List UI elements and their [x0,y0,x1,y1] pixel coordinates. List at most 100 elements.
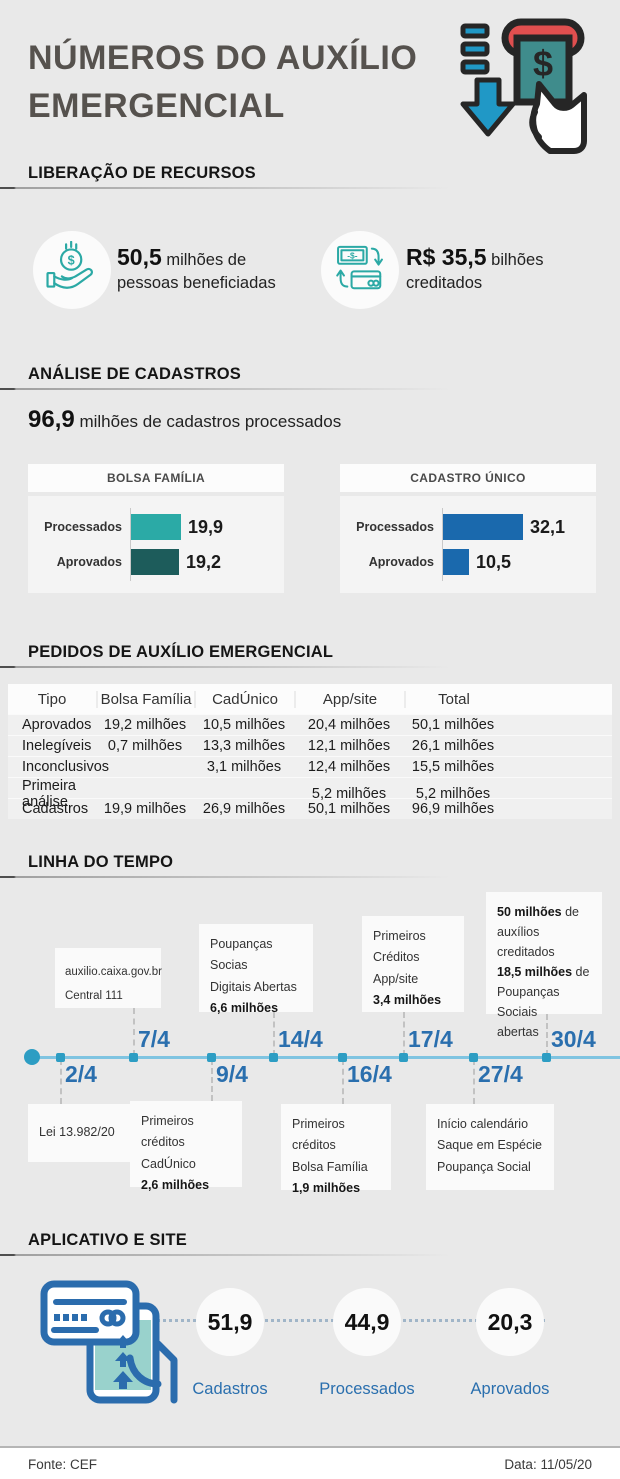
chart-cadastro-unico: CADASTRO ÚNICO Processados Aprovados 32,… [340,464,596,593]
table-cell: 12,1 milhões [307,738,391,754]
table-cell: 13,3 milhões [202,738,286,754]
pedidos-table: Tipo Bolsa Família CadÚnico App/site Tot… [8,684,612,819]
page-title-line2: EMERGENCIAL [28,87,285,125]
timeline-date: 16/4 [347,1061,392,1087]
bar-aprovados [131,549,179,575]
timeline-card-9-4: Primeiros créditos CadÚnico 2,6 milhões [130,1101,242,1192]
app-stat-value: 20,3 [487,1308,533,1335]
table-cell: Cadastros [22,801,89,817]
svg-text:-$-: -$- [347,250,357,260]
stat-unit: bilhões [491,251,544,269]
chart-category-label: Aprovados [56,555,122,569]
chart-plot-area: Processados Aprovados 19,9 19,2 [28,496,284,593]
table-cell: Inconclusivos [22,759,110,775]
table-row: Primeira análise 5,2 milhões 5,2 milhões [8,777,612,810]
timeline-card-2-4: Lei 13.982/20 [28,1104,146,1162]
table-row: Aprovados 19,2 milhões 10,5 milhões 20,4… [8,714,612,735]
table-cell: 20,4 milhões [307,717,391,733]
timeline-date: 9/4 [216,1061,248,1087]
table-cell: 0,7 milhões [107,738,183,754]
stat-value: 50,5 [117,244,162,270]
timeline-card-14-4: Poupanças Socias Digitais Abertas 6,6 mi… [199,924,313,1015]
stat-caption: pessoas beneficiadas [117,274,276,292]
table-cell: 15,5 milhões [411,759,495,775]
chart-category-label: Aprovados [368,555,434,569]
cadastros-total-text: milhões de cadastros processados [79,412,342,431]
table-cell: 5,2 milhões [415,786,491,802]
timeline-connector [473,1059,475,1104]
timeline-dot [269,1053,278,1062]
table-cell: 26,1 milhões [411,738,495,754]
section-divider [0,1254,450,1256]
table-header-cell: Total [404,690,612,708]
timeline-date: 17/4 [408,1026,453,1052]
chart-category-label: Processados [44,520,122,534]
table-header-row: Tipo Bolsa Família CadÚnico App/site Tot… [8,684,612,714]
timeline-dot [338,1053,347,1062]
stat-unit: milhões de [166,251,247,269]
table-cell: 12,4 milhões [307,759,391,775]
timeline-connector [546,1014,548,1056]
cadastros-total: 96,9 milhões de cadastros processados [28,406,341,434]
stat-caption: creditados [406,274,483,292]
table-cell: 96,9 milhões [411,801,495,817]
chart-title: BOLSA FAMÍLIA [28,464,284,492]
table-header-cell: CadÚnico [194,690,294,708]
timeline-date: 2/4 [65,1061,97,1087]
table-cell: 50,1 milhões [307,801,391,817]
app-stat-cadastros: 51,9 [196,1288,264,1356]
bar-value-label: 10,5 [476,551,512,572]
bar-processados [131,514,181,540]
footer-date: Data: 11/05/20 [504,1457,592,1472]
app-stat-aprovados: 20,3 [476,1288,544,1356]
table-cell: 5,2 milhões [311,786,387,802]
timeline-date: 30/4 [551,1026,596,1052]
table-cell: 19,9 milhões [103,801,187,817]
bar-value-label: 19,9 [188,516,224,537]
table-cell: 10,5 milhões [202,717,286,733]
chart-category-label: Processados [356,520,434,534]
hand-coin-icon: $ [45,240,99,300]
timeline-connector [403,1012,405,1056]
section-heading-recursos: LIBERAÇÃO DE RECURSOS [28,164,256,182]
bar-aprovados [443,549,469,575]
table-cell: 3,1 milhões [206,759,282,775]
timeline-date: 14/4 [278,1026,323,1052]
section-divider [0,666,450,668]
section-heading-analise: ANÁLISE DE CADASTROS [28,365,242,383]
bar-processados [443,514,523,540]
timeline-card-7-4: auxilio.caixa.gov.br Central 111 [55,948,162,1008]
timeline-connector [211,1059,213,1101]
stat-circle-creditados: -$- [321,231,399,309]
section-heading-pedidos: PEDIDOS DE AUXÍLIO EMERGENCIAL [28,643,334,661]
table-row: Cadastros 19,9 milhões 26,9 milhões 50,1… [8,798,612,819]
timeline-card-16-4: Primeiros créditos Bolsa Família 1,9 mil… [281,1104,391,1195]
timeline-start-dot [24,1049,40,1065]
timeline-connector [133,1008,135,1056]
table-cell: 19,2 milhões [103,717,187,733]
chart-plot-area: Processados Aprovados 32,1 10,5 [340,496,596,593]
app-stat-label: Processados [319,1380,415,1398]
section-heading-app: APLICATIVO E SITE [28,1231,187,1249]
timeline-connector [60,1059,62,1104]
timeline-card-30-4: 50 milhões de auxílios creditados 18,5 m… [486,892,602,1039]
timeline-card-27-4: Início calendário Saque em Espécie Poupa… [426,1104,554,1190]
timeline-date: 27/4 [478,1061,523,1087]
timeline-dot [469,1053,478,1062]
page-title-line1: NÚMEROS DO AUXÍLIO [28,39,418,77]
bar-value-label: 32,1 [530,516,566,537]
svg-text:$: $ [533,43,553,84]
section-divider [0,388,450,390]
app-stat-label: Aprovados [470,1380,550,1398]
cadastros-total-value: 96,9 [28,406,75,433]
table-row: Inelegíveis 0,7 milhões 13,3 milhões 12,… [8,735,612,756]
timeline-dot [56,1053,65,1062]
timeline-dot [129,1053,138,1062]
footer: Fonte: CEF Data: 11/05/20 [0,1446,620,1479]
timeline-connector [273,1012,275,1056]
table-cell: 50,1 milhões [411,717,495,733]
timeline-card-17-4: Primeiros Créditos App/site 3,4 milhões [362,916,464,1012]
app-stat-value: 51,9 [207,1308,253,1335]
bar-value-label: 19,2 [186,551,222,572]
table-cell: Aprovados [22,717,92,733]
